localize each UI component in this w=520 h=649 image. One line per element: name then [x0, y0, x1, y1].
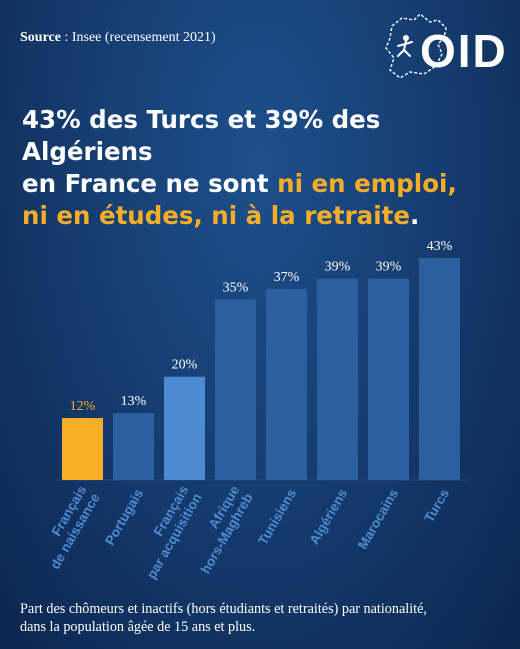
source-text: : Insee (recensement 2021)	[60, 30, 216, 45]
headline-line-3: ni en études, ni à la retraite.	[22, 200, 502, 232]
footnote-line-1: Part des chômeurs et inactifs (hors étud…	[20, 601, 427, 617]
headline-line-1: 43% des Turcs et 39% des Algériens	[22, 105, 381, 166]
headline-line-2-text: en France ne sont	[22, 169, 278, 198]
category-label-4: Tunisiens	[255, 486, 299, 547]
bar-3	[215, 299, 256, 480]
category-label-5: Algériens	[306, 486, 350, 547]
category-label-1: Portugais	[102, 486, 146, 547]
headline-line-2-highlight: ni en emploi,	[277, 169, 457, 198]
footnote-line-2: dans la population âgée de 15 ans et plu…	[20, 619, 256, 635]
bar-2	[164, 376, 205, 480]
data-label-5: 39%	[325, 260, 351, 275]
data-label-2: 20%	[172, 358, 198, 373]
headline-line-3-end: .	[409, 201, 420, 230]
data-label-3: 35%	[223, 280, 249, 295]
data-label-1: 13%	[121, 394, 147, 409]
source-line: Source : Insee (recensement 2021)	[20, 30, 216, 46]
category-label-7: Turcs	[421, 486, 452, 524]
data-label-7: 43%	[427, 239, 453, 254]
footnote: Part des chômeurs et inactifs (hors étud…	[20, 600, 510, 636]
headline-line-3-highlight: ni en études, ni à la retraite	[22, 201, 410, 230]
headline: 43% des Turcs et 39% des Algériens en Fr…	[22, 104, 502, 232]
data-label-6: 39%	[376, 260, 402, 275]
bar-0	[62, 418, 103, 480]
category-label-6: Marocains	[355, 486, 401, 551]
bar-chart: 12%Françaisde naissance13%Portugais20%Fr…	[34, 239, 470, 581]
data-label-4: 37%	[274, 270, 300, 285]
source-label: Source	[20, 30, 61, 45]
bar-4	[266, 288, 307, 480]
bar-1	[113, 412, 154, 480]
category-label-0: Françaisde naissance	[34, 483, 103, 572]
headline-line-2: en France ne sont ni en emploi,	[22, 168, 502, 200]
data-label-0: 12%	[70, 399, 96, 414]
bar-6	[368, 278, 409, 480]
bar-5	[317, 278, 358, 480]
france-map-icon	[385, 13, 447, 79]
bar-7	[419, 258, 460, 480]
logo-wordmark: OID	[420, 25, 508, 77]
